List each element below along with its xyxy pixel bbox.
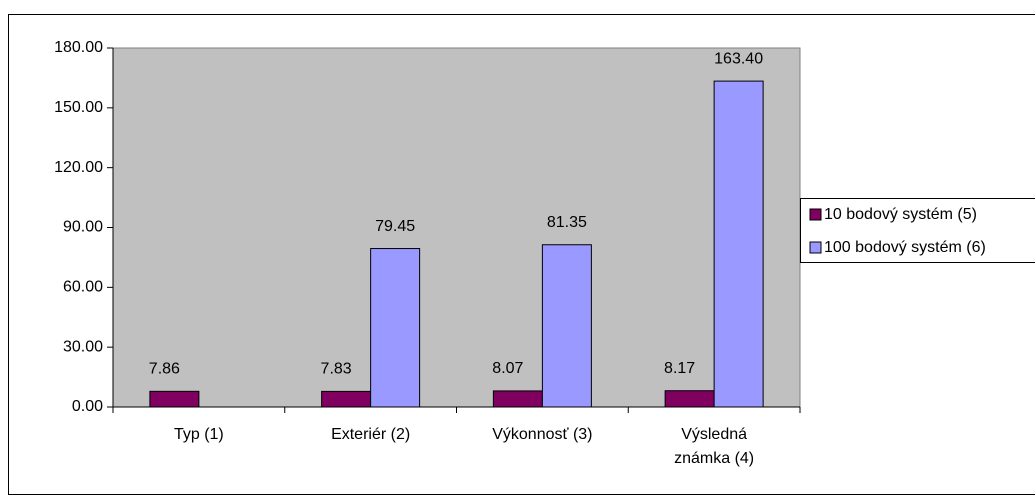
bar: [713, 80, 764, 408]
y-tick-label: 120.00: [54, 159, 103, 176]
value-label: 81.35: [547, 214, 587, 231]
y-tick-label: 150.00: [54, 99, 103, 116]
legend-box: [800, 198, 1035, 263]
y-tick-label: 90.00: [63, 219, 103, 236]
value-label: 7.86: [149, 361, 180, 378]
bar: [541, 244, 592, 408]
y-tick-label: 60.00: [63, 279, 103, 296]
value-label: 7.83: [321, 361, 352, 378]
x-tick-label: Výkonnosť (3): [492, 426, 593, 443]
bar: [370, 248, 421, 408]
x-tick-label: Typ (1): [173, 426, 224, 443]
legend-swatch: [809, 241, 822, 254]
y-tick-label: 0.00: [72, 398, 103, 415]
bar: [492, 390, 543, 408]
x-tick-label: Výsledná známka (4): [674, 426, 755, 467]
x-tick-label: Exteriér (2): [331, 426, 411, 443]
value-label: 8.17: [664, 360, 695, 377]
plot-area: [112, 47, 801, 408]
value-label: 79.45: [375, 218, 415, 235]
legend-label: 100 bodový systém (6): [824, 239, 986, 256]
legend-label: 10 bodový systém (5): [824, 206, 977, 223]
bar: [149, 390, 200, 408]
bar: [321, 390, 372, 408]
bar: [664, 390, 715, 408]
y-tick-label: 180.00: [54, 39, 103, 56]
y-tick-label: 30.00: [63, 338, 103, 355]
value-label: 8.07: [492, 360, 523, 377]
legend-swatch: [809, 208, 822, 221]
value-label: 163.40: [714, 50, 763, 67]
